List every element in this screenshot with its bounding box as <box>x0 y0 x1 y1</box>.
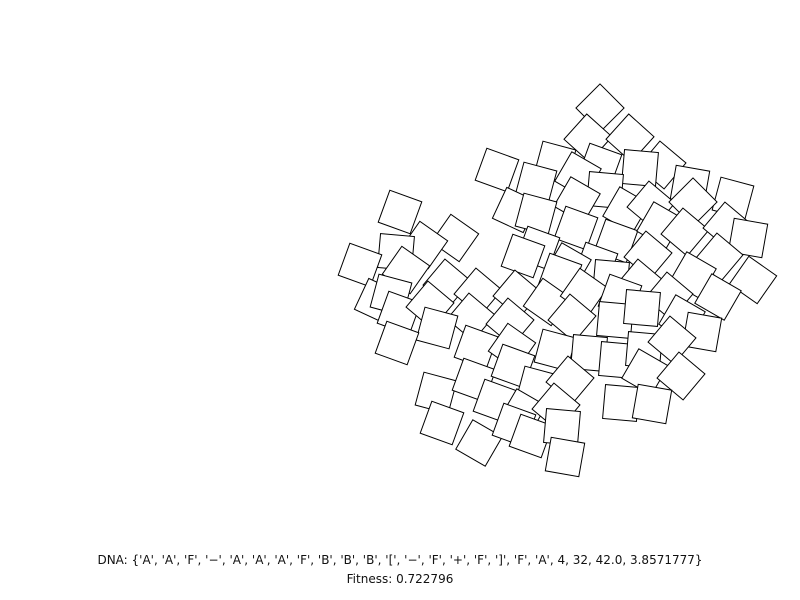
square-cluster <box>337 83 778 478</box>
square-shape <box>553 205 599 251</box>
square-shape <box>647 315 697 365</box>
square-shape <box>419 400 465 446</box>
square-shape <box>337 242 383 288</box>
square-shape <box>446 292 496 342</box>
square-shape <box>547 293 597 343</box>
square-shape <box>623 289 661 327</box>
square-shape <box>605 113 655 163</box>
square-shape <box>660 207 710 257</box>
square-shape <box>377 189 423 235</box>
square-shape <box>374 320 420 366</box>
square-shape <box>631 383 673 425</box>
square-shape <box>694 273 742 321</box>
square-shape <box>727 217 769 259</box>
square-shape <box>621 149 659 187</box>
rendering-canvas <box>337 83 778 478</box>
square-shape <box>544 436 586 478</box>
square-shape <box>474 147 520 193</box>
square-shape <box>430 213 480 263</box>
square-shape <box>455 419 503 467</box>
square-shape <box>656 351 706 401</box>
fitness-label: Fitness: 0.722796 <box>346 572 454 586</box>
square-shape <box>415 306 459 350</box>
dna-label: DNA: {'A', 'A', 'F', '−', 'A', 'A', 'A',… <box>97 553 703 567</box>
